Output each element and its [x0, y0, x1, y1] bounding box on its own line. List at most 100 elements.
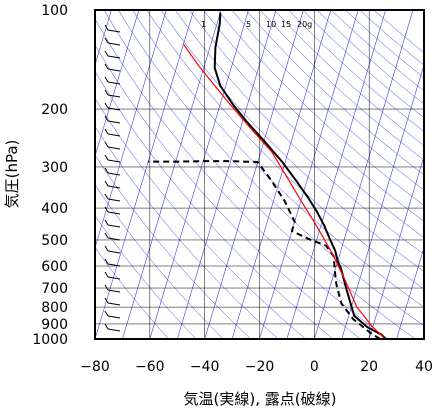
dry-adiabat-line — [189, 10, 424, 238]
y-tick-label: 500 — [41, 233, 68, 249]
wind-barb-icon — [107, 133, 121, 137]
parcel-curve — [183, 43, 387, 339]
dry-adiabat-line — [118, 10, 424, 327]
dry-adiabat-line — [95, 125, 279, 339]
isotherm-line — [149, 10, 249, 339]
wind-barb-icon — [107, 198, 121, 202]
x-tick-label: −40 — [190, 359, 220, 375]
wind-barb-flag — [104, 232, 109, 239]
wind-barb-flag — [104, 37, 109, 44]
y-axis-label: 気圧(hPa) — [3, 140, 21, 209]
wind-barb-icon — [107, 120, 121, 124]
wind-barb-icon — [107, 42, 121, 46]
wind-barb-flag — [104, 76, 109, 83]
wind-barb-flag — [104, 219, 109, 226]
x-tick-label: −20 — [245, 359, 275, 375]
wind-barb-flag — [104, 115, 109, 122]
y-tick-label: 100 — [41, 3, 68, 19]
isotherm-line — [95, 10, 194, 339]
wind-barb-flag — [104, 63, 109, 70]
wind-barb-flag — [104, 323, 109, 330]
wind-barb-icon — [107, 250, 121, 254]
wind-barb-flag — [104, 180, 109, 187]
y-tick-label: 700 — [41, 281, 68, 297]
y-tick-label: 400 — [41, 201, 68, 217]
isotherm-line — [368, 155, 424, 339]
x-axis-label: 気温(実線), 露点(破線) — [184, 390, 337, 408]
wind-barb-icon — [107, 237, 121, 241]
wind-barb-icon — [107, 29, 121, 33]
y-tick-label: 300 — [41, 160, 68, 176]
dry-adiabat-line — [203, 10, 424, 222]
mixing-ratio-label: 5 — [246, 20, 251, 29]
wind-barb-flag — [104, 24, 109, 31]
y-tick-label: 200 — [41, 102, 68, 118]
dry-adiabat-line — [146, 10, 424, 290]
wind-barb-icon — [107, 263, 121, 267]
x-tick-label: −60 — [135, 359, 165, 375]
x-tick-labels: −80 −60 −40 −20 0 20 40 — [80, 359, 433, 375]
grid-layer — [0, 10, 424, 339]
isotherm-line — [0, 10, 2, 339]
plot-frame — [94, 9, 425, 340]
dry-adiabat-line — [95, 214, 197, 339]
dry-adiabat-line — [95, 246, 169, 339]
wind-barb-icon — [107, 276, 121, 280]
isotherm-line — [314, 10, 414, 339]
dry-adiabat-line — [95, 154, 252, 339]
wind-barb-flag — [104, 206, 109, 213]
y-tick-label: 900 — [41, 317, 68, 333]
wind-barb-icon — [107, 94, 121, 98]
wind-barb-icon — [107, 302, 121, 306]
wind-barb-icon — [107, 185, 121, 189]
x-tick-label: 20 — [360, 359, 378, 375]
wind-barb-icon — [107, 211, 121, 215]
y-tick-label: 800 — [41, 300, 68, 316]
wind-barb-icon — [107, 159, 121, 163]
wind-barb-icon — [107, 172, 121, 176]
wind-barb-flag — [104, 128, 109, 135]
wind-barb-icon — [107, 289, 121, 293]
dry-adiabat-line — [231, 10, 424, 191]
wind-barb-flag — [104, 193, 109, 200]
wind-barb-icon — [107, 68, 121, 72]
series-layer — [148, 12, 387, 339]
isotherm-line — [259, 10, 359, 339]
wind-barb-flag — [104, 245, 109, 252]
mixing-ratio-label: 1 — [201, 20, 206, 29]
dry-adiabat-line — [95, 70, 334, 339]
x-tick-label: 0 — [310, 359, 319, 375]
wind-barb-icon — [107, 146, 121, 150]
wind-barb-flag — [104, 310, 109, 317]
wind-barb-flag — [104, 141, 109, 148]
wind-barb-flag — [104, 154, 109, 161]
dry-adiabat-line — [95, 184, 224, 339]
y-tick-label: 1000 — [32, 332, 68, 348]
isotherm-line — [396, 246, 424, 339]
wind-barb-flag — [104, 89, 109, 96]
isotherm-line — [204, 10, 304, 339]
dry-adiabat-line — [95, 44, 361, 339]
dry-adiabat-line — [95, 18, 389, 339]
y-tick-label: 600 — [41, 259, 68, 275]
wind-barb-flag — [104, 50, 109, 57]
dry-adiabat-line — [160, 10, 424, 272]
wind-barb-icon — [107, 81, 121, 85]
dry-adiabat-line — [245, 10, 424, 176]
x-tick-label: −80 — [80, 359, 110, 375]
dry-adiabat-line — [274, 10, 424, 146]
mixing-ratio-label: 20g — [297, 20, 312, 29]
wind-barbs — [104, 24, 121, 332]
dry-adiabat-line — [95, 97, 306, 339]
wind-barb-flag — [104, 297, 109, 304]
wind-barb-icon — [107, 55, 121, 59]
mixing-ratio-label: 15 — [281, 20, 291, 29]
dry-adiabat-line — [132, 10, 424, 308]
wind-barb-icon — [107, 328, 121, 332]
dry-adiabat-line — [103, 10, 416, 339]
wind-barb-icon — [107, 107, 121, 111]
wind-barb-flag — [104, 102, 109, 109]
mixing-ratio-labels: 1 5 10 15 20g — [201, 20, 312, 29]
